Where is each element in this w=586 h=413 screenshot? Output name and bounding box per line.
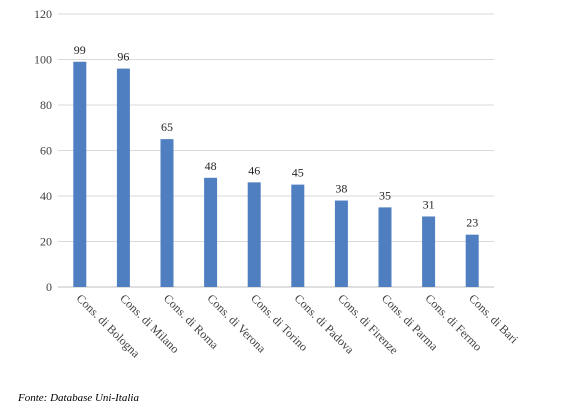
data-label: 35 — [379, 188, 391, 202]
bars — [73, 61, 479, 288]
y-tick-label: 40 — [40, 189, 52, 203]
bar — [334, 200, 348, 287]
data-label: 99 — [74, 43, 86, 57]
data-label: 23 — [466, 216, 478, 230]
y-tick-label: 60 — [40, 144, 52, 158]
bar — [291, 184, 305, 287]
bar — [204, 177, 218, 287]
data-label: 96 — [117, 50, 129, 64]
y-tick-label: 20 — [40, 235, 52, 249]
data-label: 65 — [161, 120, 173, 134]
y-tick-label: 100 — [34, 53, 52, 67]
bar — [465, 234, 479, 287]
y-tick-label: 80 — [40, 98, 52, 112]
bar — [116, 68, 130, 287]
data-label: 38 — [335, 182, 347, 196]
y-tick-label: 120 — [34, 7, 52, 21]
y-tick-label: 0 — [46, 280, 52, 294]
source-note: Fonte: Database Uni-Italia — [18, 392, 139, 404]
data-labels: 99 96 65 48 46 45 38 35 31 23 — [74, 43, 478, 230]
data-label: 31 — [423, 197, 435, 211]
bar — [73, 61, 87, 288]
data-label: 48 — [205, 159, 217, 173]
bar — [247, 182, 261, 287]
data-label: 46 — [248, 163, 260, 177]
y-axis-tick-labels: 0 20 40 60 80 100 120 — [34, 7, 52, 294]
data-label: 45 — [292, 166, 304, 180]
bar — [422, 216, 436, 287]
gridlines — [58, 13, 494, 288]
bar — [378, 207, 392, 287]
bar — [160, 139, 174, 287]
